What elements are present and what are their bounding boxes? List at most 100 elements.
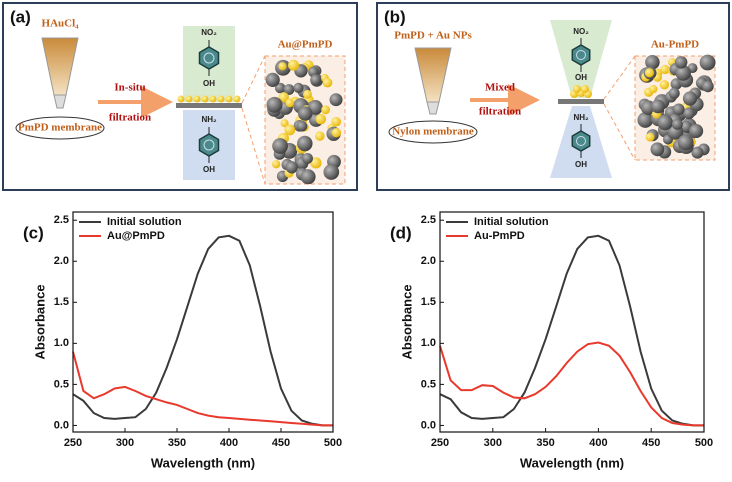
polymer-particle bbox=[691, 146, 704, 159]
panel-label: (c) bbox=[23, 223, 44, 242]
gold-particle bbox=[278, 62, 287, 71]
ring-center bbox=[203, 139, 215, 151]
chem-group: NO₂ bbox=[573, 27, 589, 36]
gold-particle bbox=[331, 128, 342, 138]
process-step: filtration bbox=[109, 112, 151, 124]
x-tick-label: 250 bbox=[64, 437, 82, 449]
polymer-particle bbox=[293, 82, 304, 93]
y-tick-label: 1.5 bbox=[54, 296, 69, 308]
x-axis-label: Wavelength (nm) bbox=[520, 455, 624, 470]
process-step: filtration bbox=[479, 106, 521, 118]
polymer-particle bbox=[682, 91, 698, 106]
reagent: HAuCl₄ bbox=[42, 18, 80, 30]
x-tick-label: 450 bbox=[642, 437, 660, 449]
benzene-ring bbox=[198, 46, 220, 70]
y-tick-label: 2.0 bbox=[54, 255, 69, 267]
ring-center bbox=[576, 50, 586, 60]
series-line bbox=[439, 341, 704, 427]
y-tick-label: 1.0 bbox=[54, 337, 69, 349]
x-tick-label: 400 bbox=[589, 437, 607, 449]
chem-group: NH₂ bbox=[201, 115, 217, 124]
zoom-line bbox=[241, 55, 266, 104]
gold-particle bbox=[659, 80, 670, 90]
membrane-ellipse bbox=[15, 116, 105, 140]
polymer-particle bbox=[671, 118, 683, 130]
polymer-particle bbox=[296, 120, 308, 132]
y-tick-label: 0.0 bbox=[54, 419, 69, 431]
gold-particle bbox=[660, 64, 670, 75]
gold-particle bbox=[284, 124, 296, 136]
polymer-particle bbox=[297, 135, 313, 152]
y-tick-label: 2.0 bbox=[421, 255, 436, 267]
beaker-tip bbox=[53, 94, 67, 109]
chem-group: NO₂ bbox=[201, 28, 217, 37]
chem-group: NH₂ bbox=[573, 113, 589, 122]
benzene-ring bbox=[571, 44, 591, 66]
gold-particle bbox=[272, 160, 281, 169]
series-line bbox=[72, 351, 333, 427]
chem-group: OH bbox=[203, 165, 215, 174]
polymer-particle bbox=[674, 56, 688, 69]
legend-label: Initial solution bbox=[474, 216, 549, 228]
gold-particle bbox=[315, 113, 327, 125]
gold-particle bbox=[321, 105, 331, 115]
y-tick-label: 1.5 bbox=[421, 296, 436, 308]
x-tick-label: 500 bbox=[324, 437, 342, 449]
y-tick-label: 2.5 bbox=[54, 214, 69, 226]
zoom-line bbox=[241, 107, 266, 185]
polymer-particle bbox=[265, 72, 280, 87]
zoom-line bbox=[603, 55, 636, 100]
polymer-particle bbox=[266, 96, 283, 113]
polymer-particle bbox=[300, 169, 316, 185]
polymer-particle bbox=[668, 87, 680, 99]
beaker-tip bbox=[426, 101, 440, 115]
gold-particle bbox=[322, 77, 333, 88]
decoration bbox=[177, 38, 716, 185]
x-tick-label: 300 bbox=[116, 437, 134, 449]
membrane bbox=[176, 103, 242, 108]
polymer-particle bbox=[637, 112, 654, 128]
x-tick-label: 300 bbox=[484, 437, 502, 449]
gold-particle bbox=[193, 95, 201, 103]
plot-frame bbox=[72, 211, 334, 433]
ring-center bbox=[576, 136, 586, 146]
product-label: Au@PmPD bbox=[278, 39, 333, 51]
y-axis-label: Absorbance bbox=[32, 284, 47, 359]
y-tick-label: 0.5 bbox=[54, 378, 69, 390]
polymer-particle bbox=[298, 106, 313, 121]
plot-frame bbox=[439, 211, 705, 433]
x-tick-label: 450 bbox=[272, 437, 290, 449]
chem-group: OH bbox=[575, 73, 587, 82]
polymer-particle bbox=[650, 142, 665, 157]
membrane-label: Nylon membrane bbox=[392, 126, 474, 138]
panel-label: (a) bbox=[10, 7, 31, 26]
benzene-ring bbox=[198, 133, 220, 157]
zoom-line bbox=[603, 103, 636, 161]
polymer-particle bbox=[274, 82, 286, 94]
gold-particle bbox=[201, 95, 209, 103]
gold-particle bbox=[310, 157, 322, 169]
gold-particle bbox=[581, 85, 589, 93]
process-step: In-situ bbox=[114, 82, 145, 94]
benzene-ring bbox=[571, 130, 591, 152]
x-tick-label: 350 bbox=[536, 437, 554, 449]
gold-particle bbox=[645, 132, 655, 142]
x-tick-label: 500 bbox=[695, 437, 713, 449]
polymer-particle bbox=[689, 123, 704, 139]
polymer-particle bbox=[657, 114, 673, 131]
series-line bbox=[72, 234, 333, 427]
membrane bbox=[558, 99, 604, 104]
y-tick-label: 0.5 bbox=[421, 378, 436, 390]
panel-label: (d) bbox=[390, 223, 412, 242]
polymer-particle bbox=[285, 161, 298, 174]
process-step: Mixed bbox=[485, 82, 515, 94]
polymer-particle bbox=[677, 134, 694, 151]
series-line bbox=[439, 234, 704, 427]
gold-particle bbox=[217, 95, 225, 103]
gold-particle bbox=[233, 95, 241, 103]
reagent: PmPD + Au NPs bbox=[394, 30, 472, 42]
gold-particle bbox=[644, 68, 654, 78]
polymer-particle bbox=[650, 99, 665, 114]
polymer-particle bbox=[683, 107, 695, 120]
